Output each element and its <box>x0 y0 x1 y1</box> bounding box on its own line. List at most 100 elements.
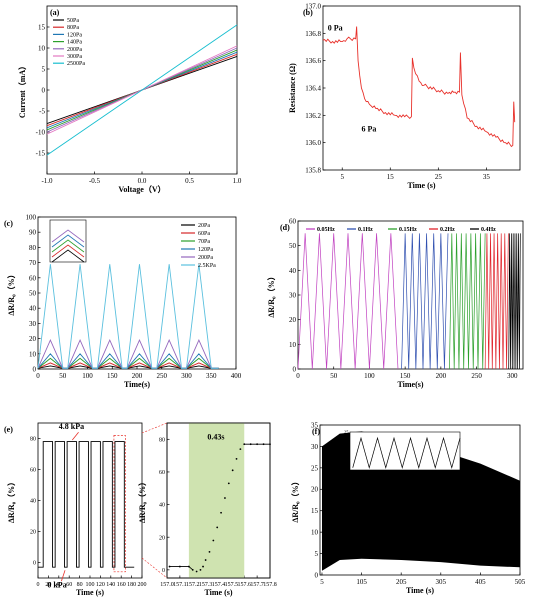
y-tick-label: 90 <box>29 229 37 237</box>
y-axis-label: ΔR/R₀（%） <box>6 478 16 523</box>
highlight-band <box>188 423 245 578</box>
plot-frame <box>166 422 271 579</box>
data-point <box>195 570 198 573</box>
y-tick-label: 40 <box>30 499 36 505</box>
x-tick-label: 157.6 <box>238 582 252 588</box>
legend-label: 200Pa <box>198 255 213 261</box>
legend-label: 2.5KPa <box>198 263 216 269</box>
series-line-25KPa <box>37 264 219 369</box>
series-line-015Hz <box>449 233 486 370</box>
x-tick-label: 0 <box>296 372 300 380</box>
legend-label: 2500Pa <box>67 61 85 67</box>
legend-label: 140Pa <box>67 40 82 46</box>
y-tick-label: 0 <box>33 561 36 567</box>
plot-frame <box>37 422 143 579</box>
x-tick-label: 60 <box>66 582 72 588</box>
y-axis-label: ΔR/R₀（%） <box>137 478 147 523</box>
x-tick-label: 120 <box>96 582 105 588</box>
zoom-inset-line <box>51 239 85 253</box>
legend-label: 0.1Hz <box>358 227 373 233</box>
series-line-01Hz <box>401 233 449 370</box>
annotation-high: 4.8 kPa <box>59 422 84 431</box>
x-tick-label: 205 <box>396 578 407 586</box>
panel-label: (e) <box>4 425 13 434</box>
y-tick-label: 15 <box>311 507 319 515</box>
legend-label: 70Pa <box>198 239 210 245</box>
data-point <box>227 482 230 485</box>
series-line-04Hz <box>508 233 521 370</box>
x-tick-label: 505 <box>515 578 526 586</box>
y-tick-label: 30 <box>289 291 297 299</box>
y-axis-label: ΔR/R₀（%） <box>290 477 300 522</box>
y-axis-label: ΔR/R₀（%） <box>266 272 276 317</box>
x-tick-label: 160 <box>117 582 126 588</box>
y-tick-label: -5 <box>39 107 45 115</box>
y-tick-label: 30 <box>29 320 37 328</box>
panel--a: -1.0 -0.5 0.0 0.5 1.0 -15 -10 -5 0 5 10 15 Voltage（V… <box>17 5 242 194</box>
legend-label: 50Pa <box>67 18 79 24</box>
annotation-low: 0 kPa <box>47 580 66 589</box>
x-tick-label: 100 <box>86 582 95 588</box>
x-tick-label: 20 <box>45 582 51 588</box>
x-tick-label: 157.8 <box>263 582 277 588</box>
y-tick-label: -15 <box>36 149 46 157</box>
x-tick-label: 100 <box>82 372 93 380</box>
legend-label: 20Pa <box>198 223 210 229</box>
annotation-duration: 0.43s <box>207 432 224 441</box>
y-tick-label: 5 <box>315 550 319 558</box>
zoom-inset-line <box>51 234 85 248</box>
y-tick-label: 20 <box>311 486 319 494</box>
legend-label: 120Pa <box>198 247 213 253</box>
x-tick-label: 0.5 <box>185 177 194 185</box>
x-tick-label: 80 <box>77 582 83 588</box>
inset-x-tick-label: 476 <box>380 471 388 476</box>
x-tick-label: 50 <box>59 372 67 380</box>
connector-line <box>141 422 168 434</box>
baseline-segment <box>169 566 194 571</box>
inset-x-axis-label: Time(s) <box>397 477 413 482</box>
inset-y-tick-label: 20 <box>344 437 349 442</box>
x-tick-label: 157.7 <box>250 582 264 588</box>
y-tick-label: 5 <box>42 65 46 73</box>
inset-y-tick-label: 15 <box>344 445 349 450</box>
x-tick-label: 400 <box>231 372 242 380</box>
x-tick-label: 305 <box>436 578 447 586</box>
x-tick-label: 15 <box>387 173 395 181</box>
resistance-trace <box>322 26 516 148</box>
x-axis-label: Time(s) <box>397 380 423 389</box>
x-tick-label: 50 <box>330 372 338 380</box>
x-tick-label: 140 <box>106 582 115 588</box>
inset-y-tick-label: 10 <box>344 452 349 457</box>
zoom-inset-line <box>51 244 85 258</box>
y-tick-label: 40 <box>29 305 37 313</box>
annotation-6pa: 6 Pa <box>361 125 376 134</box>
y-tick-label: 136.6 <box>305 57 321 65</box>
annotation-arrow <box>72 432 79 441</box>
legend-label: 0.4Hz <box>481 227 496 233</box>
x-axis-label: Voltage（V） <box>118 184 165 194</box>
series-line-02Hz <box>484 233 509 370</box>
panel--c: 0 50 100 150 200 250 300 350 400 0 10 20 30 40 50 60 70 8… <box>4 213 242 389</box>
y-tick-label: 20 <box>159 535 165 541</box>
x-axis-label: Time (s) <box>406 586 434 595</box>
y-tick-label: 20 <box>29 335 37 343</box>
x-tick-label: 0 <box>36 372 40 380</box>
series-line-005Hz <box>297 233 399 370</box>
y-tick-label: 30 <box>311 443 319 451</box>
y-tick-label: 0 <box>33 365 37 373</box>
panel-f-inset: 476 478 480 482 0 5 10 15 20 25 Time(s) ΔR/R₀（%） <box>335 430 461 482</box>
data-point <box>202 565 204 568</box>
x-tick-label: -0.5 <box>89 177 101 185</box>
y-tick-label: 100 <box>26 213 37 221</box>
x-axis-label: Time (s) <box>407 181 435 190</box>
y-tick-label: 136.2 <box>305 112 321 120</box>
x-tick-label: 200 <box>436 372 447 380</box>
legend-label: 300Pa <box>67 54 82 60</box>
y-tick-label: 80 <box>30 437 36 443</box>
data-point <box>208 550 211 553</box>
x-tick-label: 100 <box>364 372 375 380</box>
y-tick-label: 136.0 <box>305 139 321 147</box>
x-tick-label: 40 <box>56 582 62 588</box>
x-tick-label: 157.5 <box>225 582 239 588</box>
zoom-region-box <box>113 435 126 573</box>
